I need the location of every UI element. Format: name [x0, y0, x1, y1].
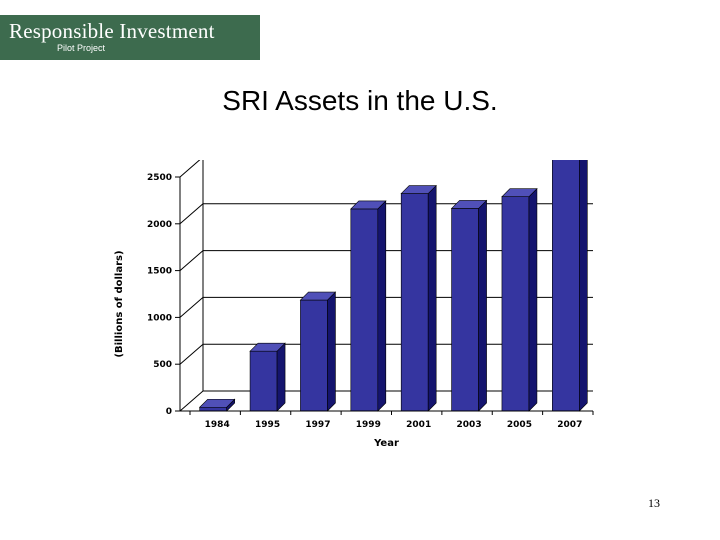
bar [450, 199, 488, 412]
gridline-diagonal [179, 390, 204, 412]
bar-front [552, 160, 580, 412]
slide-title: SRI Assets in the U.S. [222, 85, 498, 116]
gridline-diagonal [179, 343, 204, 365]
x-tick-label: 2001 [406, 420, 431, 430]
x-tick-label: 1999 [356, 420, 381, 430]
gridline-diagonal [179, 250, 204, 271]
bar-side [377, 200, 387, 412]
y-axis-label: (Billions of dollars) [114, 250, 125, 357]
bar-side [327, 291, 336, 412]
bar-front [199, 406, 227, 412]
bar-chart: 0 500 1000 1500 2000 2500 1984 1995 1997 1999 200… [114, 160, 594, 449]
gridline-diagonal [179, 160, 201, 178]
bar-front [249, 350, 278, 412]
bar-side [579, 160, 588, 412]
bar-front [400, 193, 429, 412]
bar-top [400, 185, 437, 194]
chart-bars [198, 160, 588, 412]
bar [299, 291, 337, 412]
bar-front [501, 196, 530, 412]
y-tick-labels: 0 500 1000 1500 2000 2500 [147, 173, 172, 417]
bar-side [528, 187, 538, 412]
y-tick-label: 500 [153, 360, 172, 370]
x-tick-label: 2007 [557, 420, 582, 430]
logo-title: Responsible Investment [9, 19, 215, 43]
x-tick-label: 1995 [255, 420, 280, 430]
page-number: 13 [648, 496, 660, 510]
bar-front [451, 208, 479, 412]
bar-side [276, 342, 286, 412]
bar-top [299, 291, 337, 301]
bar-top [198, 398, 236, 408]
bar-front [350, 208, 379, 412]
bar-side [427, 184, 437, 412]
x-tick-labels: 1984 1995 1997 1999 2001 2003 2005 2007 [205, 420, 583, 430]
gridline-diagonal [179, 203, 204, 225]
bar-front [300, 299, 328, 412]
bar-top [249, 342, 286, 352]
bar [249, 342, 286, 412]
y-tick-label: 2500 [147, 173, 172, 183]
y-tick-label: 2000 [147, 220, 172, 230]
bar-top [350, 200, 387, 210]
y-tick-label: 1500 [147, 267, 172, 277]
bar [400, 184, 437, 412]
logo: Responsible Investment Pilot Project [0, 15, 260, 60]
gridline-diagonal [179, 297, 204, 318]
bar [501, 187, 538, 412]
bar [552, 160, 588, 412]
bar-side [478, 199, 487, 412]
logo-subtitle: Pilot Project [57, 43, 106, 53]
y-tick-label: 0 [166, 407, 172, 417]
x-tick-label: 2003 [457, 420, 482, 430]
bar-top [450, 200, 488, 209]
y-tick-label: 1000 [147, 313, 172, 323]
chart-axes [175, 160, 594, 415]
bar [350, 200, 387, 412]
x-tick-label: 1984 [205, 420, 230, 430]
x-tick-label: 1997 [305, 420, 330, 430]
x-axis-label: Year [373, 438, 399, 449]
bar [198, 398, 236, 412]
bar-top [501, 188, 538, 197]
x-tick-label: 2005 [507, 420, 532, 430]
